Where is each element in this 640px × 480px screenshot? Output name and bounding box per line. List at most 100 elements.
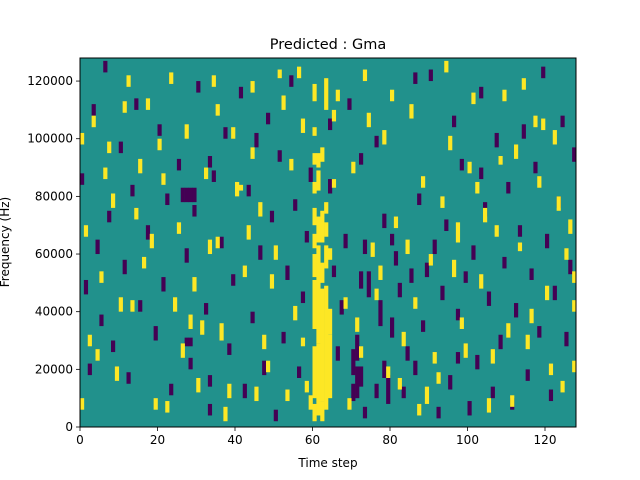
- high-value-cell: [312, 403, 317, 422]
- high-value-cell: [331, 179, 337, 188]
- high-value-cell: [114, 366, 120, 381]
- high-value-cell: [572, 300, 577, 312]
- high-value-cell: [293, 305, 298, 321]
- y-tick-label: 60000: [35, 247, 73, 261]
- high-value-cell: [421, 176, 426, 188]
- high-value-cell: [180, 343, 185, 358]
- low-value-cell: [409, 268, 414, 283]
- x-tick-label: 40: [227, 433, 242, 447]
- low-value-cell: [436, 406, 441, 419]
- low-value-cell: [343, 233, 348, 249]
- low-value-cell: [455, 308, 461, 321]
- high-value-cell: [312, 279, 317, 329]
- high-value-cell: [525, 334, 530, 350]
- high-value-cell: [312, 153, 317, 165]
- high-value-cell: [204, 167, 209, 180]
- low-value-cell: [514, 303, 519, 318]
- high-value-cell: [111, 193, 116, 208]
- low-value-cell: [494, 132, 499, 148]
- low-value-cell: [351, 383, 356, 402]
- high-value-cell: [328, 334, 333, 399]
- high-value-cell: [556, 196, 561, 211]
- high-value-cell: [173, 297, 178, 312]
- y-tick-label: 40000: [35, 305, 73, 319]
- high-value-cell: [517, 242, 523, 252]
- low-value-cell: [254, 132, 259, 148]
- low-value-cell: [448, 375, 453, 390]
- low-value-cell: [238, 86, 244, 99]
- low-value-cell: [355, 334, 360, 361]
- low-value-cell: [424, 262, 430, 278]
- high-value-cell: [273, 245, 278, 260]
- high-value-cell: [355, 317, 360, 332]
- high-value-cell: [545, 285, 550, 301]
- low-value-cell: [548, 389, 554, 402]
- high-value-cell: [331, 109, 337, 122]
- low-value-cell: [459, 158, 464, 171]
- low-value-cell: [227, 343, 232, 355]
- low-value-cell: [207, 375, 213, 387]
- high-value-cell: [122, 101, 127, 113]
- high-value-cell: [107, 141, 112, 154]
- y-axis-label: Frequency (Hz): [0, 197, 12, 288]
- low-value-cell: [455, 352, 461, 364]
- low-value-cell: [300, 291, 306, 304]
- high-value-cell: [184, 124, 189, 139]
- high-value-cell: [316, 343, 321, 416]
- y-tick-label: 120000: [27, 74, 73, 88]
- high-value-cell: [366, 112, 371, 128]
- high-value-cell: [455, 222, 461, 243]
- high-value-cell: [312, 254, 317, 278]
- high-value-cell: [316, 170, 321, 191]
- high-value-cell: [235, 181, 240, 197]
- high-value-cell: [269, 274, 275, 289]
- high-value-cell: [494, 225, 499, 237]
- high-value-cell: [502, 89, 507, 102]
- low-value-cell: [564, 331, 569, 347]
- high-value-cell: [157, 138, 162, 151]
- high-value-cell: [297, 66, 302, 79]
- high-value-cell: [537, 176, 542, 188]
- x-tick-label: 100: [456, 433, 479, 447]
- high-value-cell: [231, 127, 236, 139]
- high-value-cell: [444, 60, 449, 73]
- high-value-cell: [153, 398, 158, 410]
- low-value-cell: [95, 239, 100, 255]
- low-value-cell: [366, 271, 371, 298]
- high-value-cell: [393, 216, 399, 229]
- high-value-cell: [246, 225, 251, 240]
- low-value-cell: [207, 156, 213, 168]
- high-value-cell: [227, 383, 232, 399]
- high-value-cell: [463, 343, 468, 358]
- low-value-cell: [525, 369, 530, 381]
- low-value-cell: [362, 406, 368, 419]
- low-value-cell: [452, 115, 457, 128]
- high-value-cell: [320, 401, 325, 422]
- high-value-cell: [467, 161, 472, 174]
- low-value-cell: [444, 219, 449, 231]
- low-value-cell: [568, 259, 573, 275]
- high-value-cell: [490, 349, 495, 364]
- high-value-cell: [324, 285, 329, 410]
- x-tick-label: 0: [76, 433, 84, 447]
- low-value-cell: [169, 383, 174, 396]
- low-value-cell: [107, 210, 112, 223]
- low-value-cell: [479, 167, 484, 180]
- y-tick-label: 0: [65, 420, 73, 434]
- high-value-cell: [142, 256, 147, 269]
- low-value-cell: [490, 386, 495, 399]
- high-value-cell: [126, 75, 131, 87]
- high-value-cell: [417, 403, 422, 416]
- low-value-cell: [153, 326, 158, 341]
- low-value-cell: [378, 300, 383, 327]
- high-value-cell: [521, 78, 526, 90]
- low-value-cell: [80, 173, 85, 185]
- high-value-cell: [312, 233, 317, 249]
- high-value-cell: [95, 349, 100, 361]
- high-value-cell: [320, 210, 325, 243]
- high-value-cell: [196, 377, 201, 393]
- low-value-cell: [266, 112, 271, 125]
- low-value-cell: [471, 245, 476, 260]
- low-value-cell: [211, 170, 216, 182]
- high-value-cell: [312, 83, 317, 102]
